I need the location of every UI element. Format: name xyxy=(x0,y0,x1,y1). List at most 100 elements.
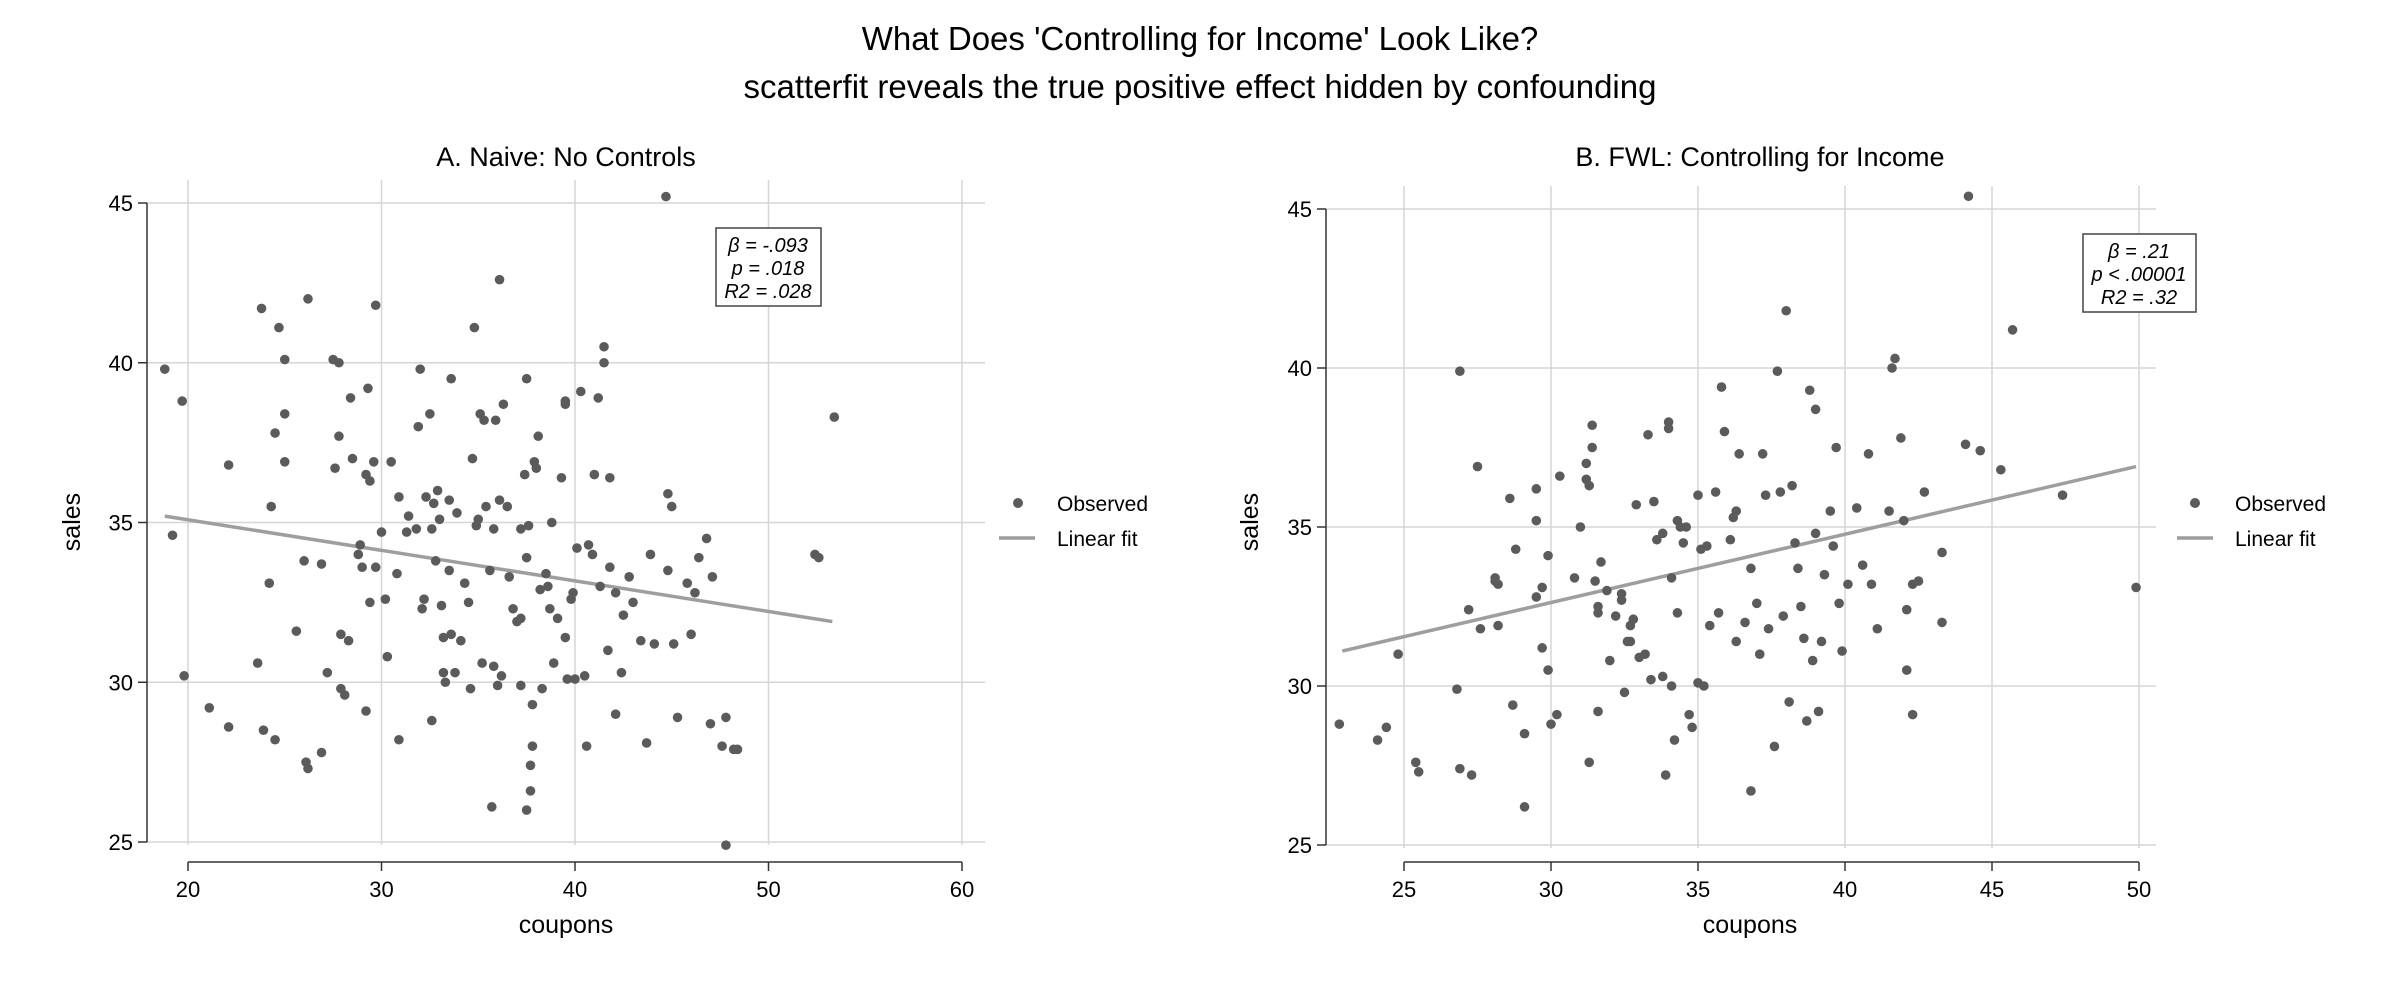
data-point xyxy=(1740,617,1750,628)
data-point xyxy=(303,763,313,774)
data-point xyxy=(1719,426,1730,437)
data-point xyxy=(537,683,547,694)
data-point xyxy=(1587,420,1597,431)
data-point xyxy=(1581,458,1592,469)
legend-linear-fit: Linear fit xyxy=(1057,528,1138,551)
data-point xyxy=(1531,484,1542,494)
data-point xyxy=(488,661,499,672)
data-point xyxy=(649,639,660,649)
data-point xyxy=(428,498,439,509)
data-point xyxy=(1628,614,1639,625)
data-point xyxy=(1801,716,1812,726)
data-point xyxy=(1505,493,1515,504)
data-point xyxy=(1531,592,1542,602)
data-point xyxy=(363,383,373,394)
data-point xyxy=(1731,506,1742,516)
data-point xyxy=(1605,655,1615,666)
data-point xyxy=(1769,741,1780,752)
data-point xyxy=(1555,471,1565,481)
y-tick-label: 25 xyxy=(1288,833,1312,858)
data-point xyxy=(628,597,638,608)
linear-fit-line xyxy=(164,514,833,624)
panel-a-beta: β = -.093 xyxy=(727,235,808,257)
data-point xyxy=(446,629,456,640)
data-point xyxy=(581,741,592,751)
data-point xyxy=(1466,770,1477,780)
data-point xyxy=(481,501,491,512)
data-point xyxy=(682,578,693,589)
panel-b-y-label: sales xyxy=(1236,493,1264,551)
data-point xyxy=(1699,681,1709,691)
panel-b-axes: 25 30 35 40 45 50 25 30 35 40 45 xyxy=(1288,197,2152,902)
data-point xyxy=(1851,503,1862,513)
chart-subtitle: scatterfit reveals the true positive eff… xyxy=(743,68,1657,105)
data-point xyxy=(343,635,354,646)
x-tick-label: 30 xyxy=(369,877,393,902)
panel-a-title: A. Naive: No Controls xyxy=(436,142,696,172)
data-point xyxy=(365,597,375,608)
data-point xyxy=(1831,442,1841,453)
data-point xyxy=(258,725,269,735)
panel-b-legend: Observed Linear fit xyxy=(2177,493,2326,551)
data-point xyxy=(552,613,563,624)
data-point xyxy=(1975,445,1986,456)
data-point xyxy=(436,600,447,611)
data-point xyxy=(1731,636,1742,647)
data-point xyxy=(434,514,445,525)
data-point xyxy=(1413,767,1424,777)
data-point xyxy=(432,485,443,496)
data-point xyxy=(413,421,424,432)
data-point xyxy=(618,610,629,620)
panel-a-scatter-points xyxy=(159,191,840,850)
data-point xyxy=(1837,646,1847,656)
data-point xyxy=(603,645,613,656)
y-tick-label: 25 xyxy=(109,830,133,855)
data-point xyxy=(663,488,673,499)
data-point xyxy=(1704,620,1715,631)
data-point xyxy=(1757,449,1768,459)
data-point xyxy=(599,341,609,352)
data-point xyxy=(469,322,480,333)
data-point xyxy=(732,744,743,755)
data-point xyxy=(438,632,449,643)
data-point xyxy=(322,667,333,678)
data-point xyxy=(485,565,495,576)
data-point xyxy=(440,677,451,688)
data-point xyxy=(2131,582,2141,593)
data-point xyxy=(345,393,356,403)
data-point xyxy=(1643,429,1653,440)
data-point xyxy=(1799,633,1809,644)
data-point xyxy=(427,524,437,534)
data-point xyxy=(1725,534,1736,545)
data-point xyxy=(382,651,393,662)
data-point xyxy=(1793,563,1803,574)
data-point xyxy=(1796,601,1806,612)
y-tick-label: 30 xyxy=(109,670,133,695)
data-point xyxy=(252,658,263,668)
data-point xyxy=(411,524,422,534)
data-point xyxy=(635,635,646,646)
data-point xyxy=(1901,604,1912,615)
data-point xyxy=(1569,573,1580,583)
panel-b-title: B. FWL: Controlling for Income xyxy=(1575,142,1944,172)
data-point xyxy=(1775,487,1786,497)
data-point xyxy=(1666,573,1677,583)
data-point xyxy=(370,300,381,311)
data-point xyxy=(355,540,366,550)
data-point xyxy=(264,578,275,589)
data-point xyxy=(1778,611,1789,621)
data-point xyxy=(686,629,696,640)
data-point xyxy=(2007,325,2018,335)
data-point xyxy=(1519,728,1530,739)
data-point xyxy=(403,511,414,521)
data-point xyxy=(531,463,542,473)
data-point xyxy=(177,396,187,406)
data-point xyxy=(541,568,551,579)
data-point xyxy=(589,469,600,480)
data-point xyxy=(223,722,234,732)
data-point xyxy=(1507,700,1518,710)
data-point xyxy=(1843,579,1853,590)
data-point xyxy=(1543,665,1553,675)
x-tick-label: 35 xyxy=(1686,877,1710,902)
